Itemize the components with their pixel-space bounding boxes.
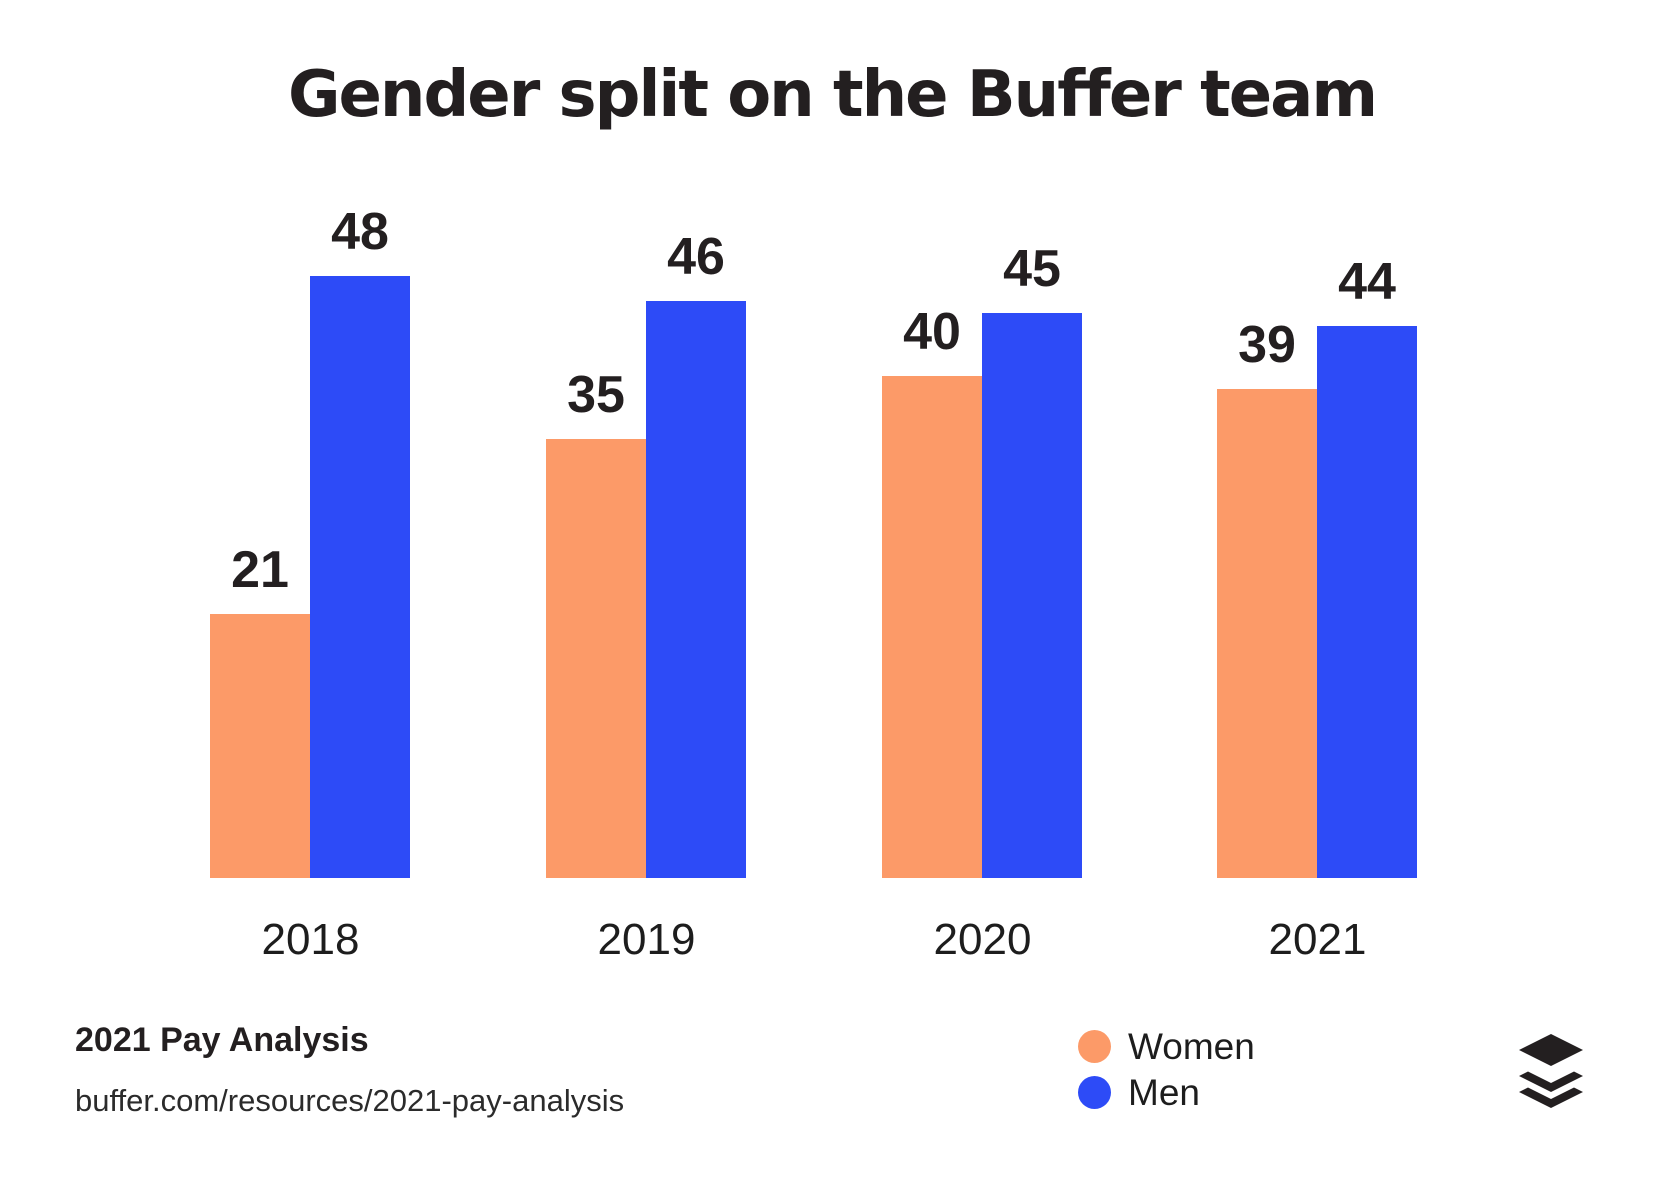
legend-label-men: Men <box>1128 1072 1200 1113</box>
buffer-logo-bottom-layer <box>1519 1087 1583 1108</box>
bar-women-2019 <box>546 439 646 878</box>
x-axis-label-2021: 2021 <box>1268 915 1367 964</box>
buffer-logo-top-layer <box>1519 1034 1583 1066</box>
legend-label-women: Women <box>1128 1026 1255 1067</box>
value-label-women-2018: 21 <box>231 541 289 599</box>
bar-women-2021 <box>1217 389 1317 878</box>
x-axis-label-2020: 2020 <box>933 915 1032 964</box>
legend-swatch-women <box>1078 1030 1111 1063</box>
buffer-logo-icon <box>1519 1034 1583 1108</box>
bar-women-2020 <box>882 376 982 878</box>
value-label-women-2021: 39 <box>1238 316 1296 374</box>
bar-men-2018 <box>310 276 410 878</box>
chart-legend: Women Men <box>1078 1026 1255 1113</box>
bar-group-2020: 40 45 2020 <box>882 0 1083 962</box>
value-label-men-2020: 45 <box>1003 240 1061 298</box>
bar-men-2020 <box>982 313 1082 878</box>
legend-item-men: Men <box>1078 1072 1255 1113</box>
bar-group-2019: 35 46 2019 <box>546 0 747 962</box>
legend-item-women: Women <box>1078 1026 1255 1067</box>
bar-women-2018 <box>210 614 310 878</box>
value-label-men-2019: 46 <box>667 228 725 286</box>
bar-men-2019 <box>646 301 746 878</box>
chart-title: Gender split on the Buffer team <box>287 58 1378 132</box>
bar-men-2021 <box>1317 326 1417 878</box>
source-title: 2021 Pay Analysis <box>75 1021 369 1059</box>
legend-swatch-men <box>1078 1076 1111 1109</box>
value-label-women-2019: 35 <box>567 366 625 424</box>
value-label-women-2020: 40 <box>903 303 961 361</box>
bar-group-2018: 21 48 2018 <box>210 0 411 962</box>
x-axis-label-2018: 2018 <box>261 915 360 964</box>
bar-group-2021: 39 44 2021 <box>1217 0 1418 962</box>
x-axis-label-2019: 2019 <box>597 915 696 964</box>
bar-chart: 21 48 2018 35 46 2019 40 45 2020 39 44 2021 <box>210 0 1418 962</box>
value-label-men-2018: 48 <box>331 203 389 261</box>
buffer-logo-middle-layer <box>1519 1071 1583 1092</box>
value-label-men-2021: 44 <box>1338 253 1396 311</box>
source-url: buffer.com/resources/2021-pay-analysis <box>75 1083 625 1118</box>
